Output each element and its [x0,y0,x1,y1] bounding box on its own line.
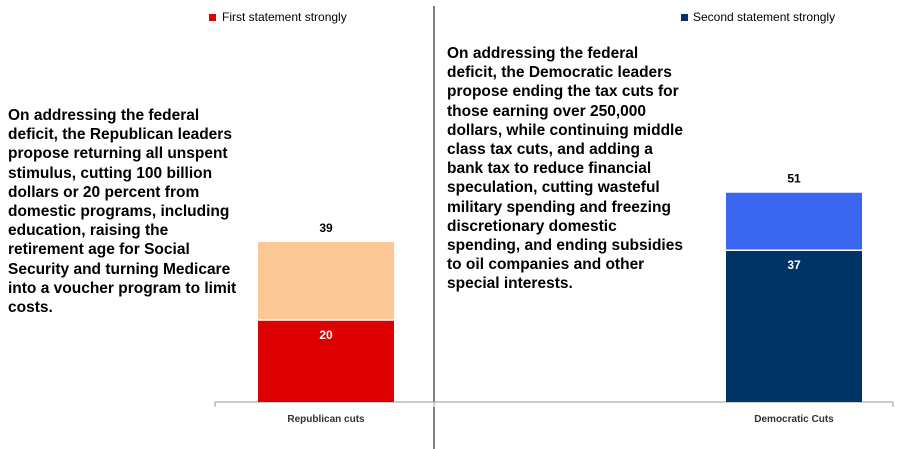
statement-republican: On addressing the federal deficit, the R… [8,107,237,317]
category-label-republican: Republican cuts [287,414,365,425]
bar-strong-democratic [726,250,862,402]
data-label-total-democratic: 51 [787,172,801,186]
data-label-strong-republican: 20 [319,328,333,342]
legend-swatch-first [209,14,216,21]
bar-total-democratic [726,192,862,251]
statement-democratic: On addressing the federal deficit, the D… [447,45,683,293]
data-label-total-republican: 39 [319,221,333,235]
legend-label-first: First statement strongly [222,10,347,24]
legend-label-second: Second statement strongly [693,10,835,24]
category-label-democratic: Democratic Cuts [754,414,834,425]
bar-total-republican [258,241,394,320]
legend-swatch-second [681,14,688,21]
bars-group: 39 20 51 37 [258,172,862,402]
bar-strong-republican [258,319,394,402]
data-label-strong-democratic: 37 [787,258,801,272]
